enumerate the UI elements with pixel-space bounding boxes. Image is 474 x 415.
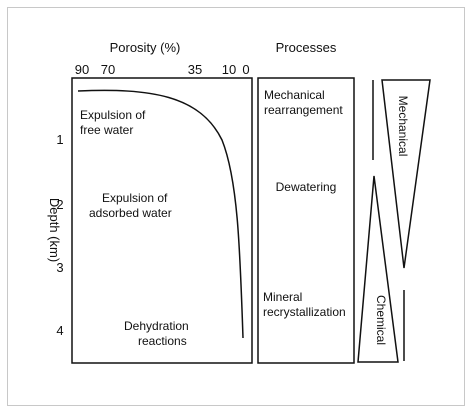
- process-mechanical-rearrangement: Mechanical rearrangement: [264, 88, 343, 117]
- porosity-tick-70: 70: [101, 62, 115, 77]
- zone-label-dehydration-reactions: Dehydration reactions: [124, 319, 192, 348]
- porosity-axis-title: Porosity (%): [110, 40, 181, 55]
- zone-label-expulsion-adsorbed-water: Expulsion of adsorbed water: [89, 191, 172, 220]
- outer-frame: [7, 7, 465, 406]
- porosity-depth-curve: [77, 89, 244, 339]
- wedge-label-chemical: Chemical: [374, 295, 388, 345]
- process-mineral-recrystallization: Mineral recrystallization: [263, 290, 346, 319]
- porosity-tick-35: 35: [188, 62, 202, 77]
- depth-axis-title: Depth (km): [47, 198, 62, 262]
- mechanical-wedge: [381, 79, 431, 269]
- processes-panel: [257, 77, 355, 364]
- porosity-panel: [71, 77, 253, 364]
- depth-tick-3: 3: [56, 260, 63, 275]
- porosity-tick-0: 0: [242, 62, 249, 77]
- process-dewatering: Dewatering: [276, 180, 337, 194]
- zone-label-expulsion-free-water: Expulsion of free water: [80, 108, 149, 137]
- depth-tick-4: 4: [56, 323, 63, 338]
- processes-title: Processes: [276, 40, 337, 55]
- porosity-tick-10: 10: [222, 62, 236, 77]
- depth-tick-1: 1: [56, 132, 63, 147]
- wedge-label-mechanical: Mechanical: [396, 96, 410, 157]
- depth-tick-2: 2: [56, 197, 63, 212]
- porosity-tick-90: 90: [75, 62, 89, 77]
- chemical-wedge: [357, 175, 399, 363]
